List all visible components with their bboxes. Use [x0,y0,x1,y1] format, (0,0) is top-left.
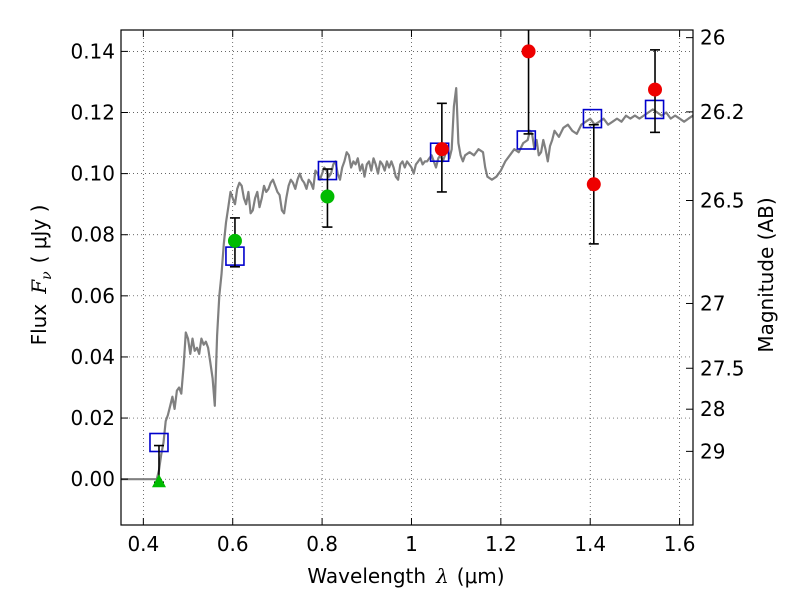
y-tick-label: 0.02 [70,406,115,430]
x-tick-label: 1.6 [664,532,696,556]
photometry-point [648,82,663,97]
x-axis-label-prefix: Wavelength [307,564,426,588]
y-tick-label: 0.00 [70,467,115,491]
y-tick-label: 0.10 [70,162,115,186]
y2-tick-label: 29 [700,439,725,463]
x-tick-label: 0.4 [127,532,159,556]
y-axis-label-symbol: F [27,279,51,295]
upper-limit-triangle [151,474,166,488]
plot-frame [120,29,694,526]
y2-tick-label: 27.5 [700,356,745,380]
y2-tick-label: 28 [700,397,725,421]
y2-tick-label: 26.5 [700,189,745,213]
photometry-point [521,44,536,59]
secondary-y-axis-label: Magnitude (AB) [754,197,778,352]
grid-lines [121,30,693,525]
photometry-point [586,177,601,192]
y2-tick-label: 26 [700,26,725,50]
x-axis-label-unit: (μm) [457,564,505,588]
tick-labels: 0.4 0.6 0.8 1 1.2 1.4 1.6 0.00 0.02 0.04 0.06 0.08 0… [70,26,744,556]
x-axis-label: Wavelength λ (μm) [307,564,504,588]
y2-tick-label: 27 [700,291,725,315]
y2-tick-label: 26.2 [700,100,745,124]
photometry-point [227,233,242,248]
y-tick-label: 0.12 [70,101,115,125]
axis-ticks [121,30,693,525]
x-tick-label: 0.8 [306,532,338,556]
plot-area [121,30,693,488]
model-photometry-square [582,108,603,129]
y-axis-label-subscript: ν [39,271,55,280]
y-axis-label: Flux Fν ( μJy ) [27,205,55,346]
y-tick-label: 0.08 [70,223,115,247]
x-tick-label: 1.2 [485,532,517,556]
photometry-point [434,142,449,157]
y-axis-label-unit: ( μJy ) [27,205,51,264]
x-tick-label: 1 [405,532,418,556]
model-photometry-square [516,130,537,150]
y-tick-label: 0.06 [70,284,115,308]
x-tick-label: 1.4 [574,532,606,556]
sed-model-line [121,87,693,481]
photometry-point [320,189,335,204]
y-tick-label: 0.04 [70,345,115,369]
y-axis-label-prefix: Flux [27,304,51,346]
y-tick-label: 0.14 [70,39,115,63]
x-axis-label-symbol: λ [435,564,449,588]
x-tick-label: 0.6 [217,532,249,556]
